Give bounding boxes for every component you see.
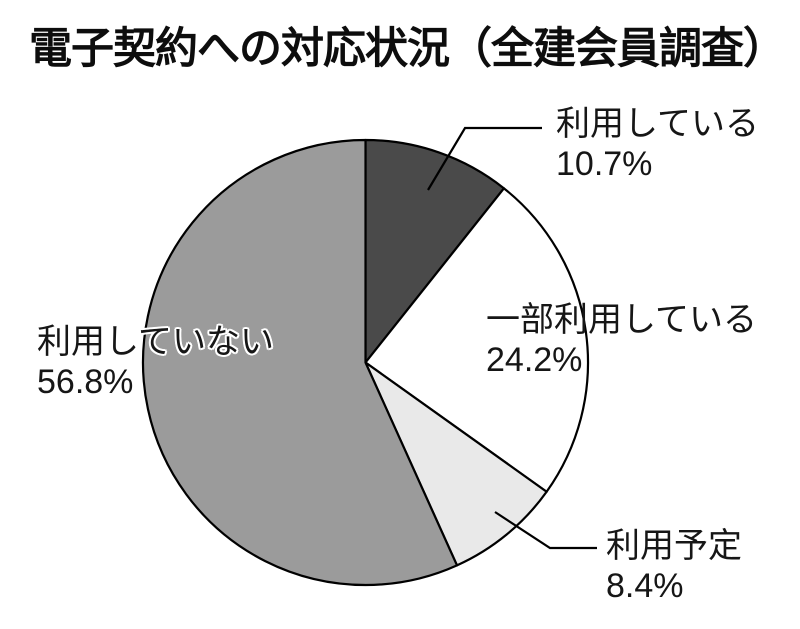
pie-slice-3: [141, 138, 459, 587]
slice-label-using-text: 利用している: [556, 105, 759, 143]
slice-label-partial-text: 一部利用している: [486, 301, 757, 339]
slice-label-notusing-value: 56.8%: [37, 363, 134, 401]
pie-slice-0: [364, 138, 506, 364]
slice-label-partial-value: 24.2%: [486, 341, 583, 379]
slice-label-using: 利用している 10.7%: [556, 104, 759, 184]
pie-slice-2: [364, 361, 548, 567]
slice-label-planned: 利用予定 8.4%: [606, 526, 742, 606]
leader-line-using: [427, 126, 542, 191]
slice-label-partial: 一部利用している 24.2%: [486, 300, 757, 380]
slice-label-planned-value: 8.4%: [606, 567, 684, 605]
slice-label-notusing: 利用していない 56.8%: [37, 322, 274, 402]
slice-label-notusing-text: 利用していない: [37, 323, 274, 361]
leader-line-planned: [494, 511, 597, 550]
pie-slice-1: [364, 187, 590, 493]
pie-slices: [141, 138, 590, 587]
chart-title: 電子契約への対応状況（全建会員調査）: [29, 25, 786, 73]
slice-label-planned-text: 利用予定: [606, 527, 742, 565]
slice-label-using-value: 10.7%: [556, 145, 653, 183]
